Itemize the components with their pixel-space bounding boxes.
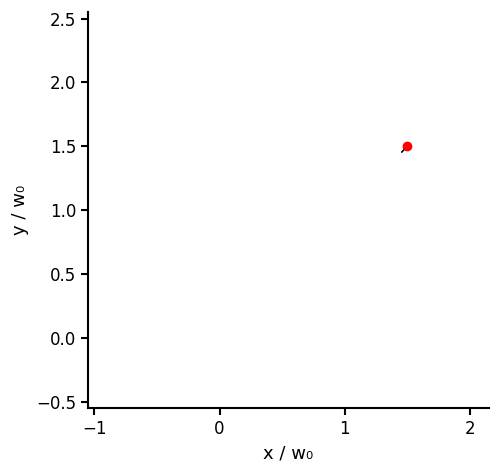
Y-axis label: y / w₀: y / w₀	[11, 185, 29, 235]
X-axis label: x / w₀: x / w₀	[264, 445, 314, 463]
